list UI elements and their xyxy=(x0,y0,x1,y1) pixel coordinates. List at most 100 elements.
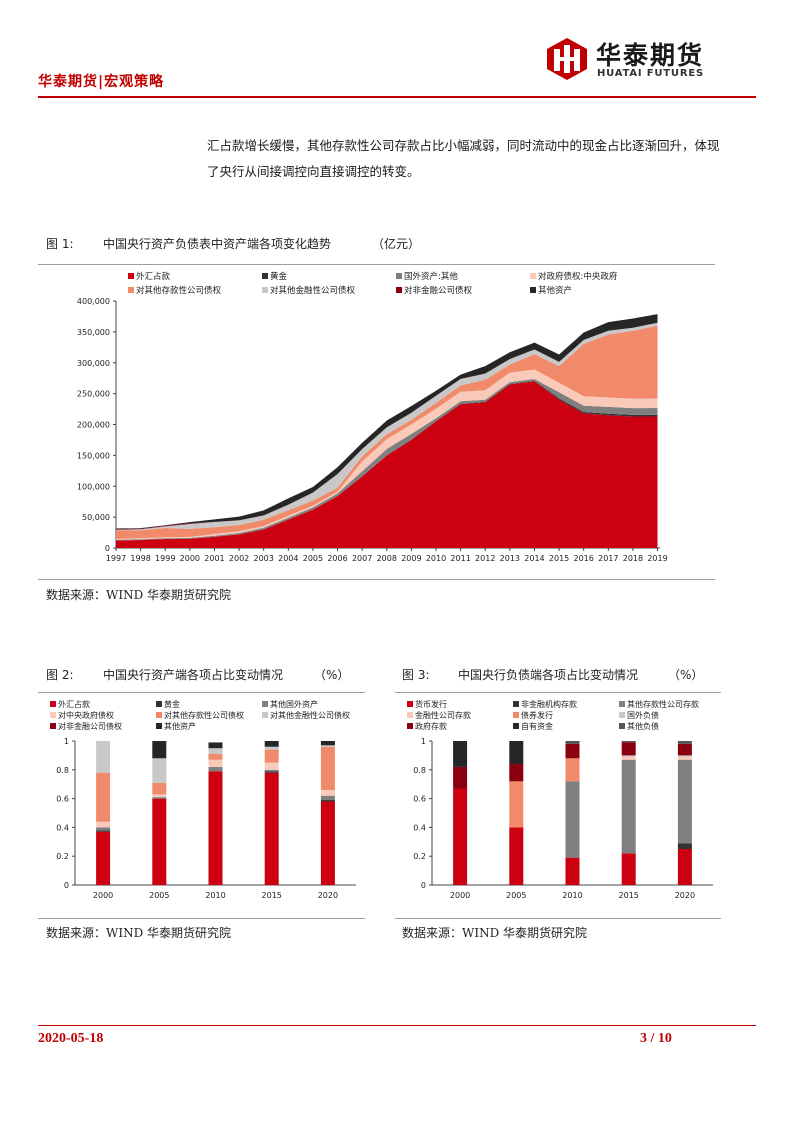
bar-segment xyxy=(264,749,279,763)
legend-label: 货币发行 xyxy=(415,699,447,709)
bar-segment xyxy=(208,759,223,767)
y-tick-label: 0.6 xyxy=(56,795,69,804)
legend-label: 其他负债 xyxy=(627,721,659,731)
figure1-unit: （亿元） xyxy=(372,237,421,251)
bar-segment xyxy=(621,755,636,757)
legend-label: 对政府债权:中央政府 xyxy=(538,271,618,282)
legend-swatch xyxy=(530,287,536,293)
legend-swatch xyxy=(619,712,625,718)
x-tick-label: 2010 xyxy=(205,891,225,900)
x-tick-label: 1999 xyxy=(155,554,175,563)
bar-segment xyxy=(453,766,468,789)
legend-label: 对其他金融性公司债权 xyxy=(270,710,350,720)
legend-swatch xyxy=(530,273,536,279)
x-tick-label: 2005 xyxy=(303,554,323,563)
x-tick-label: 1997 xyxy=(106,554,126,563)
x-tick-label: 2017 xyxy=(598,554,618,563)
bar-segment xyxy=(208,753,223,760)
x-tick-label: 2007 xyxy=(352,554,372,563)
figure1-top-rule xyxy=(38,264,715,265)
figure3-label: 图 3: xyxy=(402,668,430,682)
bar-segment xyxy=(509,781,524,828)
legend-swatch xyxy=(396,273,402,279)
x-tick-label: 2015 xyxy=(549,554,569,563)
figure2-title: 中国央行资产端各项占比变动情况 xyxy=(103,668,284,682)
bar-segment xyxy=(320,801,335,885)
header-divider xyxy=(38,96,756,98)
legend-label: 政府存款 xyxy=(415,721,447,731)
bar-segment xyxy=(96,741,111,773)
bar-segment xyxy=(453,741,468,767)
bar-segment xyxy=(208,766,223,772)
bar-segment xyxy=(320,800,335,802)
figure2-top-rule xyxy=(38,692,365,693)
legend-swatch xyxy=(128,273,134,279)
y-tick-label: 0.2 xyxy=(56,852,69,861)
y-tick-label: 150,000 xyxy=(77,451,110,460)
legend-swatch xyxy=(156,701,162,707)
figure2-unit: （%） xyxy=(314,668,350,682)
bar-segment xyxy=(677,759,692,844)
bar-segment xyxy=(264,769,279,772)
bar-segment xyxy=(208,748,223,754)
figure1-source: 数据来源：WIND 华泰期货研究院 xyxy=(46,588,232,602)
bar-segment xyxy=(320,741,335,746)
figure3-source: 数据来源：WIND 华泰期货研究院 xyxy=(402,926,588,940)
huatai-logo-icon xyxy=(547,38,587,80)
legend-swatch xyxy=(513,712,519,718)
bar-segment xyxy=(264,746,279,750)
bar-segment xyxy=(677,849,692,885)
bar-segment xyxy=(264,762,279,770)
x-tick-label: 2001 xyxy=(204,554,224,563)
bar-segment xyxy=(320,746,335,790)
legend-label: 其他资产 xyxy=(164,721,196,731)
legend-label: 对非金融公司债权 xyxy=(404,285,473,296)
x-tick-label: 2009 xyxy=(401,554,421,563)
legend-swatch xyxy=(156,712,162,718)
bar-segment xyxy=(96,821,111,828)
legend-swatch xyxy=(619,723,625,729)
y-tick-label: 0 xyxy=(64,881,69,890)
legend-label: 自有资金 xyxy=(521,721,553,731)
bar-segment xyxy=(677,843,692,849)
bar-segment xyxy=(621,756,636,760)
legend-swatch xyxy=(619,701,625,707)
y-tick-label: 1 xyxy=(64,737,69,746)
figure3-unit: （%） xyxy=(668,668,704,682)
legend-label: 外汇占款 xyxy=(136,271,171,282)
legend-swatch xyxy=(128,287,134,293)
figure1-title: 中国央行资产负债表中资产端各项变化趋势 xyxy=(103,237,332,251)
logo-chinese-name: 华泰期货 xyxy=(596,41,705,70)
y-tick-label: 0.4 xyxy=(413,823,426,832)
body-paragraph-line-2: 了央行从间接调控向直接调控的转变。 xyxy=(207,164,420,179)
footer-date: 2020-05-18 xyxy=(38,1031,104,1046)
x-tick-label: 2015 xyxy=(262,891,282,900)
bar-segment xyxy=(565,758,580,782)
x-tick-label: 2012 xyxy=(475,554,495,563)
legend-swatch xyxy=(262,701,268,707)
area-series xyxy=(116,314,658,530)
bar-segment xyxy=(152,797,167,799)
y-tick-label: 0.8 xyxy=(56,766,69,775)
bar-segment xyxy=(565,857,580,885)
bar-segment xyxy=(621,759,636,854)
bar-segment xyxy=(264,741,279,747)
y-tick-label: 0.6 xyxy=(413,795,426,804)
bar-segment xyxy=(565,743,580,759)
legend-swatch xyxy=(407,701,413,707)
bar-segment xyxy=(96,827,111,831)
bar-segment xyxy=(152,798,167,885)
x-tick-label: 2000 xyxy=(450,891,470,900)
legend-swatch xyxy=(262,712,268,718)
legend-label: 其他存款性公司存款 xyxy=(627,699,699,709)
legend-label: 其他资产 xyxy=(538,285,572,296)
x-tick-label: 2013 xyxy=(500,554,520,563)
legend-label: 黄金 xyxy=(270,271,288,282)
legend-swatch xyxy=(50,701,56,707)
y-tick-label: 250,000 xyxy=(77,390,110,399)
area-series xyxy=(116,325,658,539)
body-paragraph-line-1: 汇占款增长缓慢，其他存款性公司存款占比小幅减弱，同时流动中的现金占比逐渐回升，体… xyxy=(207,138,720,153)
